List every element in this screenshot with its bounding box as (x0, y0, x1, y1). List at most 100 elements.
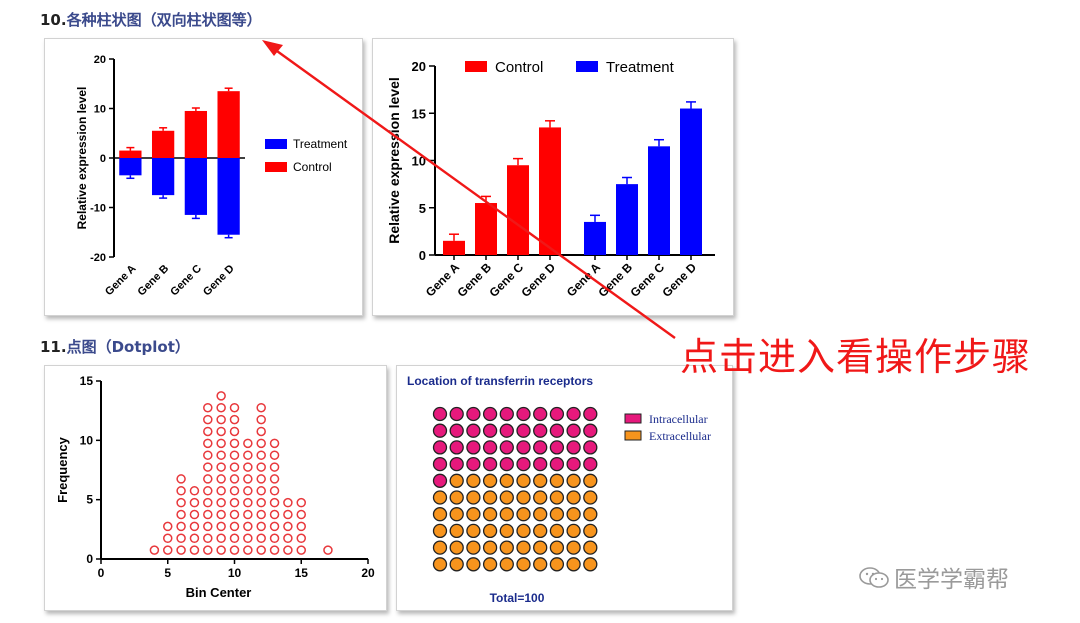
waffle-cell (499, 440, 514, 455)
data-point (229, 509, 240, 520)
section-label: 各种柱状图（双向柱状图等） (66, 11, 262, 29)
data-point (229, 426, 240, 437)
x-tick-label: 10 (228, 566, 242, 580)
data-point (189, 509, 200, 520)
waffle-cell (566, 523, 581, 539)
bar (584, 221, 606, 255)
bar (475, 203, 497, 255)
grouped-bar-chart-panel[interactable]: 0 5 10 15 20 Gene A Gene B Gene C Gene D Gene A Ge… (372, 38, 734, 316)
waffle-chart-panel[interactable]: Location of transferrin receptors Intrace… (396, 365, 733, 611)
data-point (256, 509, 266, 520)
data-point (176, 497, 186, 508)
waffle-cell (516, 490, 531, 505)
data-point (269, 462, 280, 472)
x-tick-label: Gene C (628, 260, 668, 300)
data-point (229, 497, 240, 508)
x-tick-label: Gene D (519, 260, 559, 300)
section-10-title: 10.各种柱状图（双向柱状图等） (40, 9, 262, 30)
waffle-cell (449, 523, 464, 539)
waffle-cell (583, 473, 598, 488)
y-tick-label: 15 (80, 374, 94, 388)
data-point (243, 486, 253, 496)
y-axis-label: Relative expression level (386, 77, 402, 244)
waffle-cell (432, 456, 448, 472)
waffle-cell (533, 540, 548, 555)
y-tick-label: 15 (412, 106, 426, 121)
data-point (216, 414, 226, 425)
bar (151, 130, 175, 158)
waffle-cell (449, 473, 464, 488)
data-point (243, 497, 253, 508)
waffle-cell (516, 473, 531, 488)
legend-label: Control (293, 160, 332, 174)
data-point (216, 486, 226, 496)
waffle-cell (432, 557, 448, 572)
waffle-cell (516, 456, 531, 472)
bar (539, 127, 561, 255)
waffle-cell (516, 406, 531, 422)
data-point (269, 497, 280, 508)
section-number: 10. (40, 11, 67, 29)
chart-title: Location of transferrin receptors (407, 374, 593, 388)
waffle-cell (466, 456, 481, 472)
y-tick-label: 20 (412, 59, 426, 74)
y-tick-label: 5 (419, 201, 426, 216)
bar (217, 158, 240, 235)
waffle-cell (499, 423, 514, 438)
data-point (269, 486, 280, 496)
waffle-cell (482, 507, 498, 522)
data-point (243, 533, 253, 544)
waffle-cell (432, 440, 448, 455)
waffle-cell (583, 523, 598, 539)
legend-swatch (576, 61, 598, 72)
data-point (189, 533, 200, 544)
waffle-cell (499, 456, 514, 472)
chart-footer: Total=100 (490, 591, 545, 605)
waffle-cell (549, 490, 565, 505)
call-to-action-text[interactable]: 点击进入看操作步骤 (680, 335, 1032, 379)
legend-swatch (624, 413, 642, 424)
data-point (149, 545, 160, 555)
data-point (216, 426, 226, 437)
data-point (256, 426, 266, 437)
waffle-cell (466, 406, 481, 422)
y-tick-label: -10 (90, 203, 106, 215)
section-11-title: 11.点图（Dotplot） (40, 336, 190, 357)
x-tick-label: Gene A (423, 260, 463, 300)
data-point (283, 545, 293, 555)
waffle-cell (449, 406, 464, 422)
data-point (269, 509, 280, 520)
data-point (176, 521, 186, 532)
waffle-cell (583, 557, 598, 572)
waffle-cell (432, 406, 448, 422)
data-point (229, 438, 240, 449)
data-point (256, 545, 266, 555)
data-point (203, 474, 213, 484)
data-point (203, 509, 213, 520)
bar (507, 165, 529, 255)
waffle-cell (449, 507, 464, 522)
waffle-cell (533, 423, 548, 438)
waffle-cell (516, 523, 531, 539)
y-tick-label: 20 (94, 54, 106, 66)
data-point (203, 414, 213, 425)
waffle-cell (583, 490, 598, 505)
waffle-cell (482, 456, 498, 472)
legend-label: Control (495, 59, 543, 76)
dotplot-panel[interactable]: 0 5 10 15 0 5 10 15 20 Bin Center Frequency (44, 365, 387, 611)
x-tick-label: Gene C (168, 263, 204, 299)
data-point (203, 497, 213, 508)
data-point (269, 533, 280, 544)
y-tick-label: 0 (100, 153, 106, 165)
x-tick-label: 5 (164, 566, 171, 580)
waffle-cell (516, 507, 531, 522)
bar (616, 184, 638, 255)
data-point (176, 533, 186, 544)
data-point (203, 545, 213, 555)
data-point (189, 497, 200, 508)
data-point (269, 474, 280, 484)
diverging-bar-chart-panel[interactable]: -20 -10 0 10 20 Gene A Gene B Gene C Gene D Relat… (44, 38, 363, 316)
data-point (229, 462, 240, 472)
